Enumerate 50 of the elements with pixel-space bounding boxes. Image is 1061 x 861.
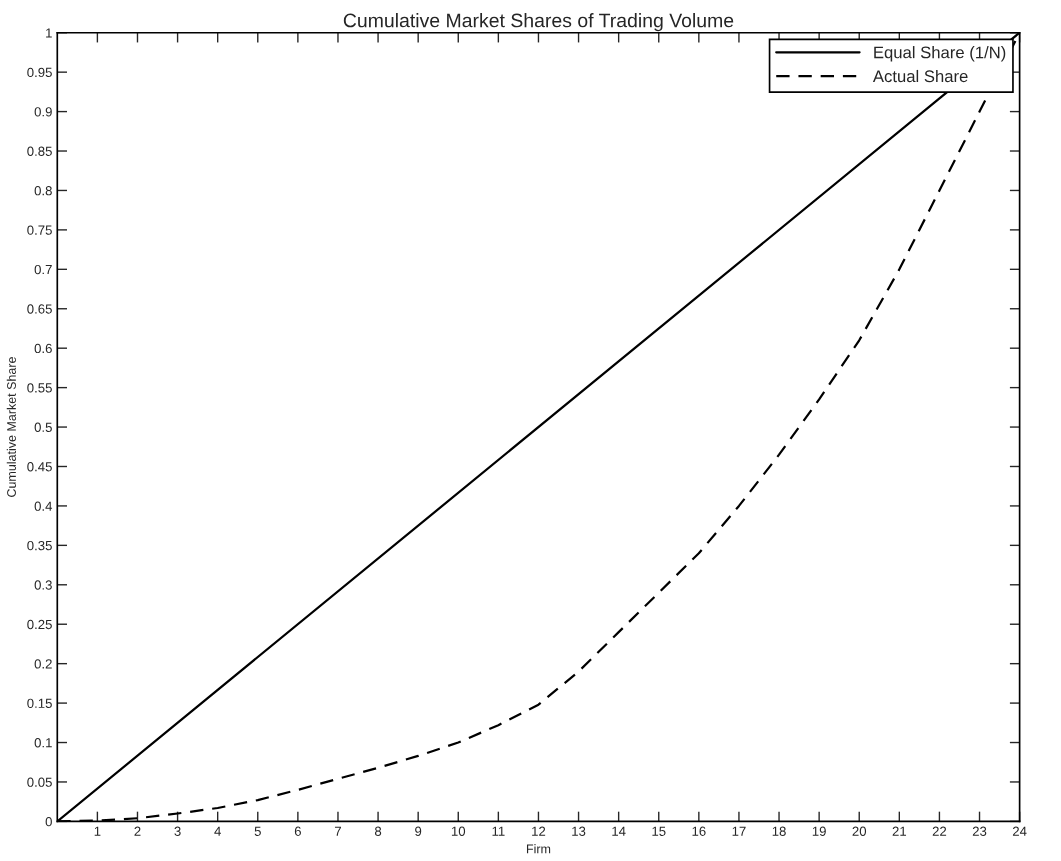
x-tick-label: 4 (214, 826, 221, 836)
y-tick-label: 0.65 (27, 304, 52, 314)
x-tick-label: 17 (732, 826, 746, 836)
y-tick-label: 0.5 (34, 422, 52, 432)
x-tick-label: 1 (94, 826, 101, 836)
x-tick-label: 23 (972, 826, 987, 836)
y-tick-label: 0.75 (27, 225, 52, 235)
x-tick-label: 2 (134, 826, 141, 836)
x-tick-label: 8 (374, 826, 382, 836)
x-tick-label: 24 (1012, 826, 1027, 836)
y-tick-label: 0.9 (34, 107, 52, 117)
y-tick-label: 0.05 (27, 777, 52, 787)
y-tick-label: 0.85 (27, 146, 52, 156)
legend-label: Actual Share (872, 69, 968, 83)
x-tick-label: 10 (451, 826, 466, 836)
y-tick-label: 0.7 (34, 264, 52, 275)
y-tick-label: 0.6 (34, 343, 52, 354)
x-tick-label: 11 (492, 826, 505, 836)
chart-title: Cumulative Market Shares of Trading Volume (343, 13, 734, 32)
legend-label: Equal Share (1/N) (874, 46, 1006, 62)
y-tick-label: 0.8 (34, 186, 52, 196)
x-tick-label: 3 (174, 826, 181, 836)
y-tick-label: 0.15 (27, 698, 52, 708)
x-tick-label: 16 (692, 826, 706, 836)
x-tick-label: 21 (892, 826, 907, 836)
y-tick-label: 0.25 (27, 619, 52, 630)
y-tick-label: 0.55 (27, 383, 52, 393)
x-tick-label: 19 (812, 826, 826, 836)
y-tick-label: 0.3 (34, 580, 52, 590)
y-tick-label: 0.2 (34, 659, 52, 669)
x-axis-title: Firm (526, 844, 551, 854)
x-tick-label: 13 (572, 826, 586, 836)
x-tick-label: 9 (415, 826, 422, 836)
y-tick-label: 0 (45, 816, 52, 827)
y-tick-label: 0.4 (34, 501, 53, 511)
x-tick-label: 18 (772, 826, 786, 836)
x-tick-label: 22 (932, 826, 947, 836)
x-tick-label: 20 (852, 826, 867, 836)
y-tick-label: 1 (46, 28, 52, 38)
y-tick-label: 0.1 (34, 738, 52, 748)
x-tick-label: 5 (254, 826, 261, 836)
x-tick-label: 14 (612, 826, 626, 836)
y-tick-label: 0.35 (27, 540, 52, 551)
x-tick-label: 7 (334, 826, 341, 836)
y-tick-label: 0.45 (27, 462, 52, 472)
y-axis-title: Cumulative Market Share (6, 357, 16, 497)
x-tick-label: 12 (532, 826, 546, 836)
y-tick-label: 0.95 (27, 67, 52, 78)
x-tick-label: 6 (294, 826, 301, 836)
x-tick-label: 15 (652, 826, 666, 836)
